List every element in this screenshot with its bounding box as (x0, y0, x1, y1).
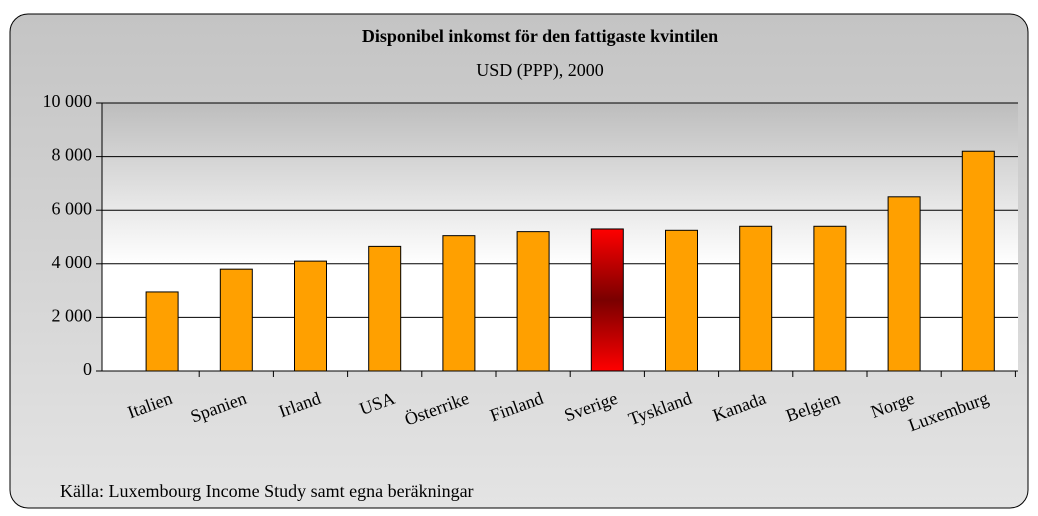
y-tick-label: 6 000 (52, 198, 93, 218)
chart-title: Disponibel inkomst för den fattigaste kv… (362, 26, 718, 46)
bar (813, 225, 847, 372)
bar (590, 228, 624, 372)
chart-subtitle: USD (PPP), 2000 (476, 60, 604, 81)
bar (219, 268, 253, 372)
bars (145, 150, 995, 372)
bar (961, 150, 995, 372)
bar (442, 235, 476, 372)
bar (516, 231, 550, 372)
y-tick-label: 4 000 (52, 252, 93, 272)
y-tick-label: 8 000 (52, 145, 93, 165)
source-note: Källa: Luxembourg Income Study samt egna… (60, 481, 474, 501)
bar (145, 291, 179, 372)
y-tick-label: 2 000 (52, 306, 93, 326)
bar (665, 229, 698, 372)
y-tick-label: 10 000 (43, 91, 93, 111)
bar (368, 245, 402, 372)
bar (294, 260, 327, 372)
plot-area (102, 103, 1018, 371)
bar (887, 196, 921, 372)
bar (739, 225, 773, 372)
grid (96, 102, 1018, 377)
y-tick-label: 0 (83, 359, 92, 379)
